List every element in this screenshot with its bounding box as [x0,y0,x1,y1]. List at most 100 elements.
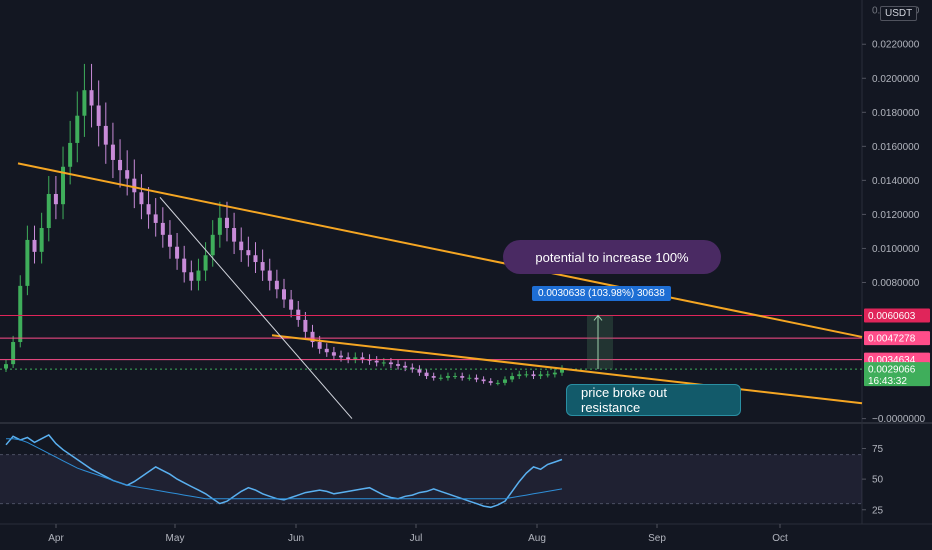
candle-body [424,372,429,377]
candle-body [153,214,158,223]
candle-body [68,142,73,167]
long-trendline [17,162,863,338]
candle-body [224,217,229,229]
candle-body [175,246,180,259]
time-axis: Apr May Jun Jul Aug Sep Oct [48,524,788,544]
level-label-box [864,308,930,323]
price-tick-label: 0.0120000 [872,210,920,221]
measure-label: 0.0030638 (103.98%) 30638 [532,286,671,301]
candle-body [46,193,51,229]
time-tick-label: Apr [48,533,64,544]
candle-body [481,379,486,382]
candle-body [545,374,550,376]
candle-body [331,352,336,356]
candle-body [118,159,123,171]
candle-body [453,376,458,378]
candle-body [282,289,286,300]
candle-body [445,376,450,378]
candle-body [360,357,365,360]
candle-body [460,376,465,378]
candle-body [25,239,30,286]
candle-body [274,280,279,290]
candle-body [53,193,58,205]
candle-body [82,90,87,116]
candle-body [396,364,401,366]
price-tick-label: 0.0140000 [872,176,920,187]
candle-body [488,381,493,383]
candle-body [110,144,115,160]
candle-body [339,355,344,358]
candle-body [182,258,187,273]
level-label-box [864,331,930,346]
candle-body [353,357,358,360]
candle-body [210,234,215,256]
price-levels: 0.0060603 0.0047278 0.00346340.002906616:4… [0,308,930,387]
candle-body [146,204,151,215]
candle-body [310,331,315,343]
price-tick-label: 0.0220000 [872,40,920,51]
candle-body [11,342,16,365]
candle-body [467,377,472,379]
rsi-tick-label: 25 [872,505,884,516]
candle-body [474,377,479,380]
rsi-tick-label: 50 [872,475,884,486]
level-label-text: 0.0029066 [868,365,916,376]
candle-body [32,239,37,252]
rsi-ma-line [6,438,563,500]
level-label-text: 0.0047278 [868,334,916,345]
candle-body [317,342,322,349]
candle-body [524,374,529,376]
time-tick-label: May [166,533,185,544]
measure-box [587,315,613,370]
time-tick-label: Aug [528,533,546,544]
candle-body [89,90,94,106]
candle-body [560,369,564,373]
candle-body [39,228,44,252]
candle-body [260,262,265,271]
candle-body [381,362,386,364]
candle-body [125,170,130,179]
candle-body [495,382,500,384]
candle-body [239,241,244,251]
candle-body [517,374,522,377]
candle-body [139,192,144,205]
candle-body [502,379,507,383]
candle-body [324,348,329,353]
candle-body [160,222,165,235]
candle-body [431,376,436,378]
candle-body [296,309,301,320]
candle-body [96,105,101,126]
candle-body [196,270,201,281]
rsi-band [0,454,862,504]
candle-body [103,125,108,145]
candle-body [61,166,66,205]
time-tick-label: Jun [288,533,304,544]
candle-body [246,250,251,256]
countdown-label: 16:43:32 [868,376,907,387]
price-tick-label: 0.0080000 [872,278,920,289]
currency-tag[interactable]: USDT [880,6,918,21]
candle-body [438,377,443,379]
candle-body [410,367,415,370]
candle-body [232,228,237,242]
annotation-breakout[interactable]: price broke out resistance [566,384,741,416]
level-label-text: 0.0060603 [868,311,916,322]
level-label-box [864,362,930,387]
rsi-plot [0,434,862,509]
annotation-potential[interactable]: potential to increase 100% [503,240,721,274]
candle-body [267,270,272,281]
candle-body [167,234,172,247]
fall-line [159,197,353,419]
price-tick-label: −0.0000000 [872,414,926,425]
price-tick-label: 0.0100000 [872,244,920,255]
rsi-tick-label: 75 [872,444,884,455]
candle-body [388,362,393,365]
level-label-text: 0.0034634 [868,355,916,366]
time-tick-label: Sep [648,533,666,544]
candle-body [189,272,194,281]
short-trendline [271,334,863,405]
candle-body [253,255,258,263]
candle-body [4,364,8,369]
candle-body [203,255,208,271]
